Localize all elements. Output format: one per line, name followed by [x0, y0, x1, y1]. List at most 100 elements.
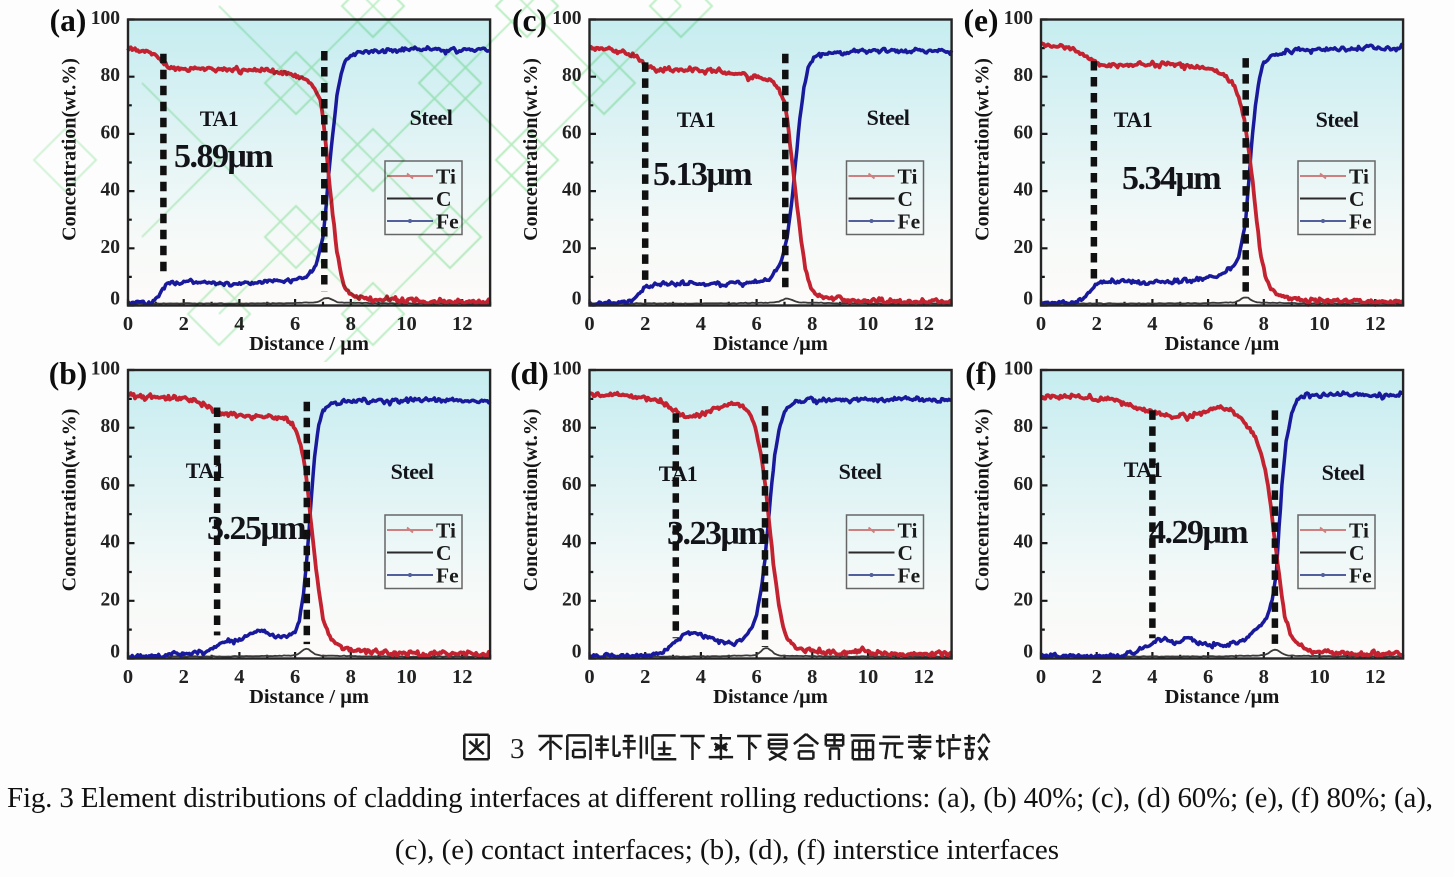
svg-text:80: 80 [1014, 416, 1034, 437]
svg-text:8: 8 [1259, 666, 1269, 688]
svg-text:6: 6 [1203, 313, 1213, 335]
svg-text:2: 2 [179, 666, 189, 688]
svg-text:0: 0 [110, 289, 120, 310]
svg-text:60: 60 [562, 474, 582, 495]
svg-text:6: 6 [290, 313, 300, 335]
svg-text:Ti: Ti [1349, 519, 1369, 543]
svg-text:2: 2 [1092, 313, 1102, 335]
svg-text:Steel: Steel [391, 459, 434, 484]
svg-text:Steel: Steel [839, 459, 882, 484]
svg-text:40: 40 [562, 532, 582, 553]
svg-text:C: C [436, 187, 452, 211]
svg-text:Distance / μm: Distance / μm [249, 333, 369, 355]
svg-text:C: C [898, 541, 914, 565]
svg-text:0: 0 [572, 642, 582, 663]
svg-text:2: 2 [640, 313, 650, 335]
svg-text:Steel: Steel [1322, 460, 1365, 485]
svg-text:Ti: Ti [898, 165, 918, 189]
svg-text:Fe: Fe [898, 564, 921, 588]
svg-text:12: 12 [452, 313, 473, 335]
svg-text:Concentration(wt.%): Concentration(wt.%) [520, 58, 542, 241]
svg-text:0: 0 [1023, 642, 1033, 663]
svg-text:(f): (f) [965, 356, 996, 391]
svg-text:0: 0 [572, 289, 582, 310]
svg-text:8: 8 [807, 313, 817, 335]
svg-text:20: 20 [101, 237, 121, 258]
svg-text:Ti: Ti [898, 519, 918, 543]
svg-text:Concentration(wt.%): Concentration(wt.%) [59, 409, 81, 592]
svg-text:60: 60 [1014, 122, 1034, 143]
svg-text:TA1: TA1 [1114, 107, 1152, 132]
svg-text:100: 100 [91, 8, 120, 29]
svg-text:100: 100 [91, 359, 120, 380]
svg-text:6: 6 [751, 666, 761, 688]
svg-text:12: 12 [913, 666, 934, 688]
svg-text:10: 10 [858, 666, 879, 688]
svg-text:10: 10 [858, 313, 879, 335]
svg-text:80: 80 [562, 65, 582, 86]
svg-text:Fe: Fe [436, 210, 459, 234]
svg-text:10: 10 [396, 666, 417, 688]
svg-text:60: 60 [101, 474, 121, 495]
svg-text:Distance /μm: Distance /μm [713, 686, 828, 708]
svg-text:4: 4 [696, 666, 706, 688]
svg-text:Ti: Ti [436, 519, 456, 543]
svg-text:Concentration(wt.%): Concentration(wt.%) [59, 58, 81, 241]
svg-text:60: 60 [101, 122, 121, 143]
svg-text:20: 20 [562, 589, 582, 610]
svg-text:4.29μm: 4.29μm [1149, 514, 1248, 551]
svg-text:80: 80 [1014, 65, 1034, 86]
svg-text:80: 80 [101, 416, 121, 437]
svg-text:40: 40 [562, 180, 582, 201]
svg-text:Concentration(wt.%): Concentration(wt.%) [520, 409, 542, 592]
svg-text:Fe: Fe [1349, 210, 1372, 234]
svg-text:5.34μm: 5.34μm [1122, 160, 1221, 197]
svg-text:(e): (e) [964, 3, 999, 38]
svg-text:100: 100 [552, 8, 581, 29]
svg-text:10: 10 [1309, 313, 1330, 335]
svg-text:Distance /μm: Distance /μm [713, 333, 828, 355]
svg-text:0: 0 [584, 313, 594, 335]
svg-text:20: 20 [1014, 589, 1034, 610]
svg-text:100: 100 [552, 359, 581, 380]
svg-text:Fe: Fe [436, 564, 459, 588]
svg-text:12: 12 [913, 313, 934, 335]
svg-text:60: 60 [562, 122, 582, 143]
svg-text:0: 0 [1036, 666, 1046, 688]
svg-text:20: 20 [562, 237, 582, 258]
svg-text:0: 0 [1023, 289, 1033, 310]
svg-text:6: 6 [290, 666, 300, 688]
svg-text:100: 100 [1004, 359, 1033, 380]
svg-text:Concentration(wt.%): Concentration(wt.%) [972, 409, 994, 592]
svg-text:Fe: Fe [898, 210, 921, 234]
svg-text:80: 80 [101, 65, 121, 86]
svg-text:20: 20 [1014, 237, 1034, 258]
svg-text:C: C [898, 187, 914, 211]
svg-text:TA1: TA1 [1124, 457, 1162, 482]
svg-text:20: 20 [101, 589, 121, 610]
svg-text:0: 0 [123, 313, 133, 335]
svg-text:0: 0 [584, 666, 594, 688]
svg-text:40: 40 [101, 180, 121, 201]
svg-text:4: 4 [1147, 666, 1157, 688]
svg-text:Fe: Fe [1349, 564, 1372, 588]
svg-text:Ti: Ti [436, 165, 456, 189]
svg-text:0: 0 [1036, 313, 1046, 335]
svg-text:Fig. 3 Element distributions o: Fig. 3 Element distributions of cladding… [7, 782, 1433, 814]
svg-text:8: 8 [807, 666, 817, 688]
svg-text:6: 6 [1203, 666, 1213, 688]
svg-text:4: 4 [696, 313, 706, 335]
svg-text:10: 10 [1309, 666, 1330, 688]
svg-text:60: 60 [1014, 474, 1034, 495]
svg-text:12: 12 [1365, 313, 1386, 335]
svg-text:(c), (e) contact interfaces; (: (c), (e) contact interfaces; (b), (d), (… [395, 834, 1059, 866]
svg-text:3.23μm: 3.23μm [667, 515, 766, 552]
svg-text:C: C [1349, 187, 1365, 211]
svg-text:Steel: Steel [1316, 107, 1359, 132]
svg-text:40: 40 [1014, 532, 1034, 553]
svg-text:40: 40 [1014, 180, 1034, 201]
svg-text:Ti: Ti [1349, 165, 1369, 189]
svg-text:8: 8 [1259, 313, 1269, 335]
svg-text:0: 0 [110, 642, 120, 663]
svg-text:3.25μm: 3.25μm [207, 510, 306, 547]
